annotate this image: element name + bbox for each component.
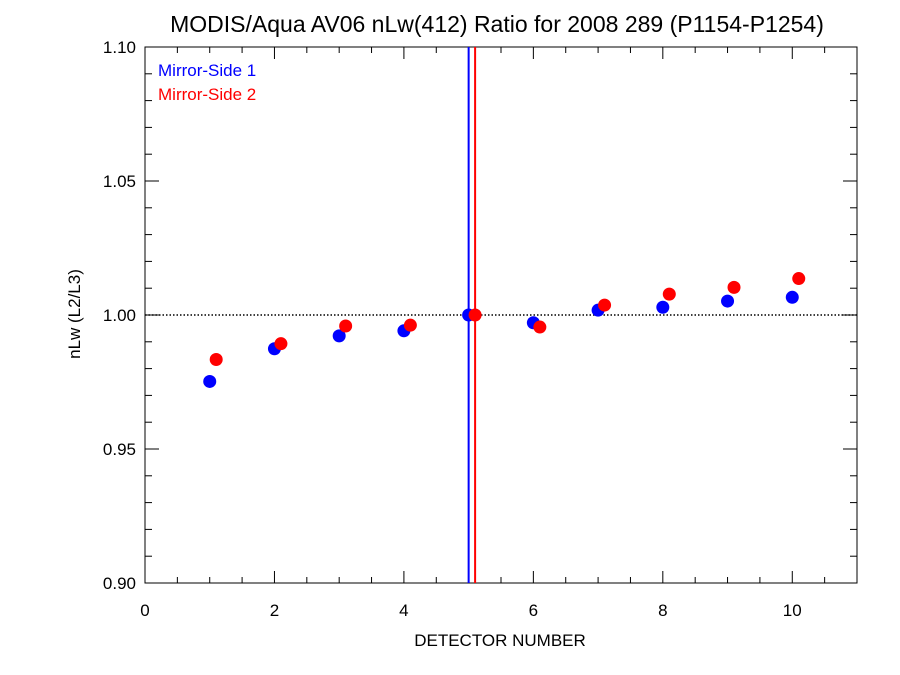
data-point-series-1	[721, 294, 735, 308]
y-tick-label: 0.90	[103, 574, 136, 593]
plot-frame	[144, 46, 858, 584]
x-tick-label: 6	[529, 601, 538, 620]
data-point-series-1	[656, 300, 670, 314]
data-point-series-2	[533, 320, 547, 334]
legend: Mirror-Side 1 Mirror-Side 2	[158, 61, 256, 104]
y-axis-title: nLw (L2/L3)	[65, 269, 84, 359]
data-point-series-2	[209, 352, 223, 366]
legend-label-mirror-side-2: Mirror-Side 2	[158, 85, 256, 104]
x-tick-label: 2	[270, 601, 279, 620]
data-point-series-2	[274, 337, 288, 351]
chart-title: MODIS/Aqua AV06 nLw(412) Ratio for 2008 …	[170, 11, 824, 37]
x-tick-label: 4	[399, 601, 408, 620]
data-point-series-2	[662, 287, 676, 301]
data-point-series-1	[203, 374, 217, 388]
data-point-series-2	[468, 308, 482, 322]
data-point-series-2	[727, 280, 741, 294]
x-tick-label: 0	[140, 601, 149, 620]
plot-area: 0 2 4 6 8 10 0.90 0.95 1.00 1.05 1.10	[103, 38, 858, 620]
y-tick-label: 1.00	[103, 306, 136, 325]
data-point-series-2	[403, 318, 417, 332]
data-point-series-2	[792, 272, 806, 286]
x-axis-title: DETECTOR NUMBER	[414, 631, 586, 650]
y-tick-label: 1.05	[103, 172, 136, 191]
y-tick-label: 0.95	[103, 440, 136, 459]
x-tick-label: 8	[658, 601, 667, 620]
data-point-series-2	[339, 319, 353, 333]
data-point-series-1	[785, 290, 799, 304]
data-point-series-2	[598, 298, 612, 312]
x-tick-label: 10	[783, 601, 802, 620]
data-point-series-1	[332, 329, 346, 343]
legend-label-mirror-side-1: Mirror-Side 1	[158, 61, 256, 80]
y-tick-label: 1.10	[103, 38, 136, 57]
